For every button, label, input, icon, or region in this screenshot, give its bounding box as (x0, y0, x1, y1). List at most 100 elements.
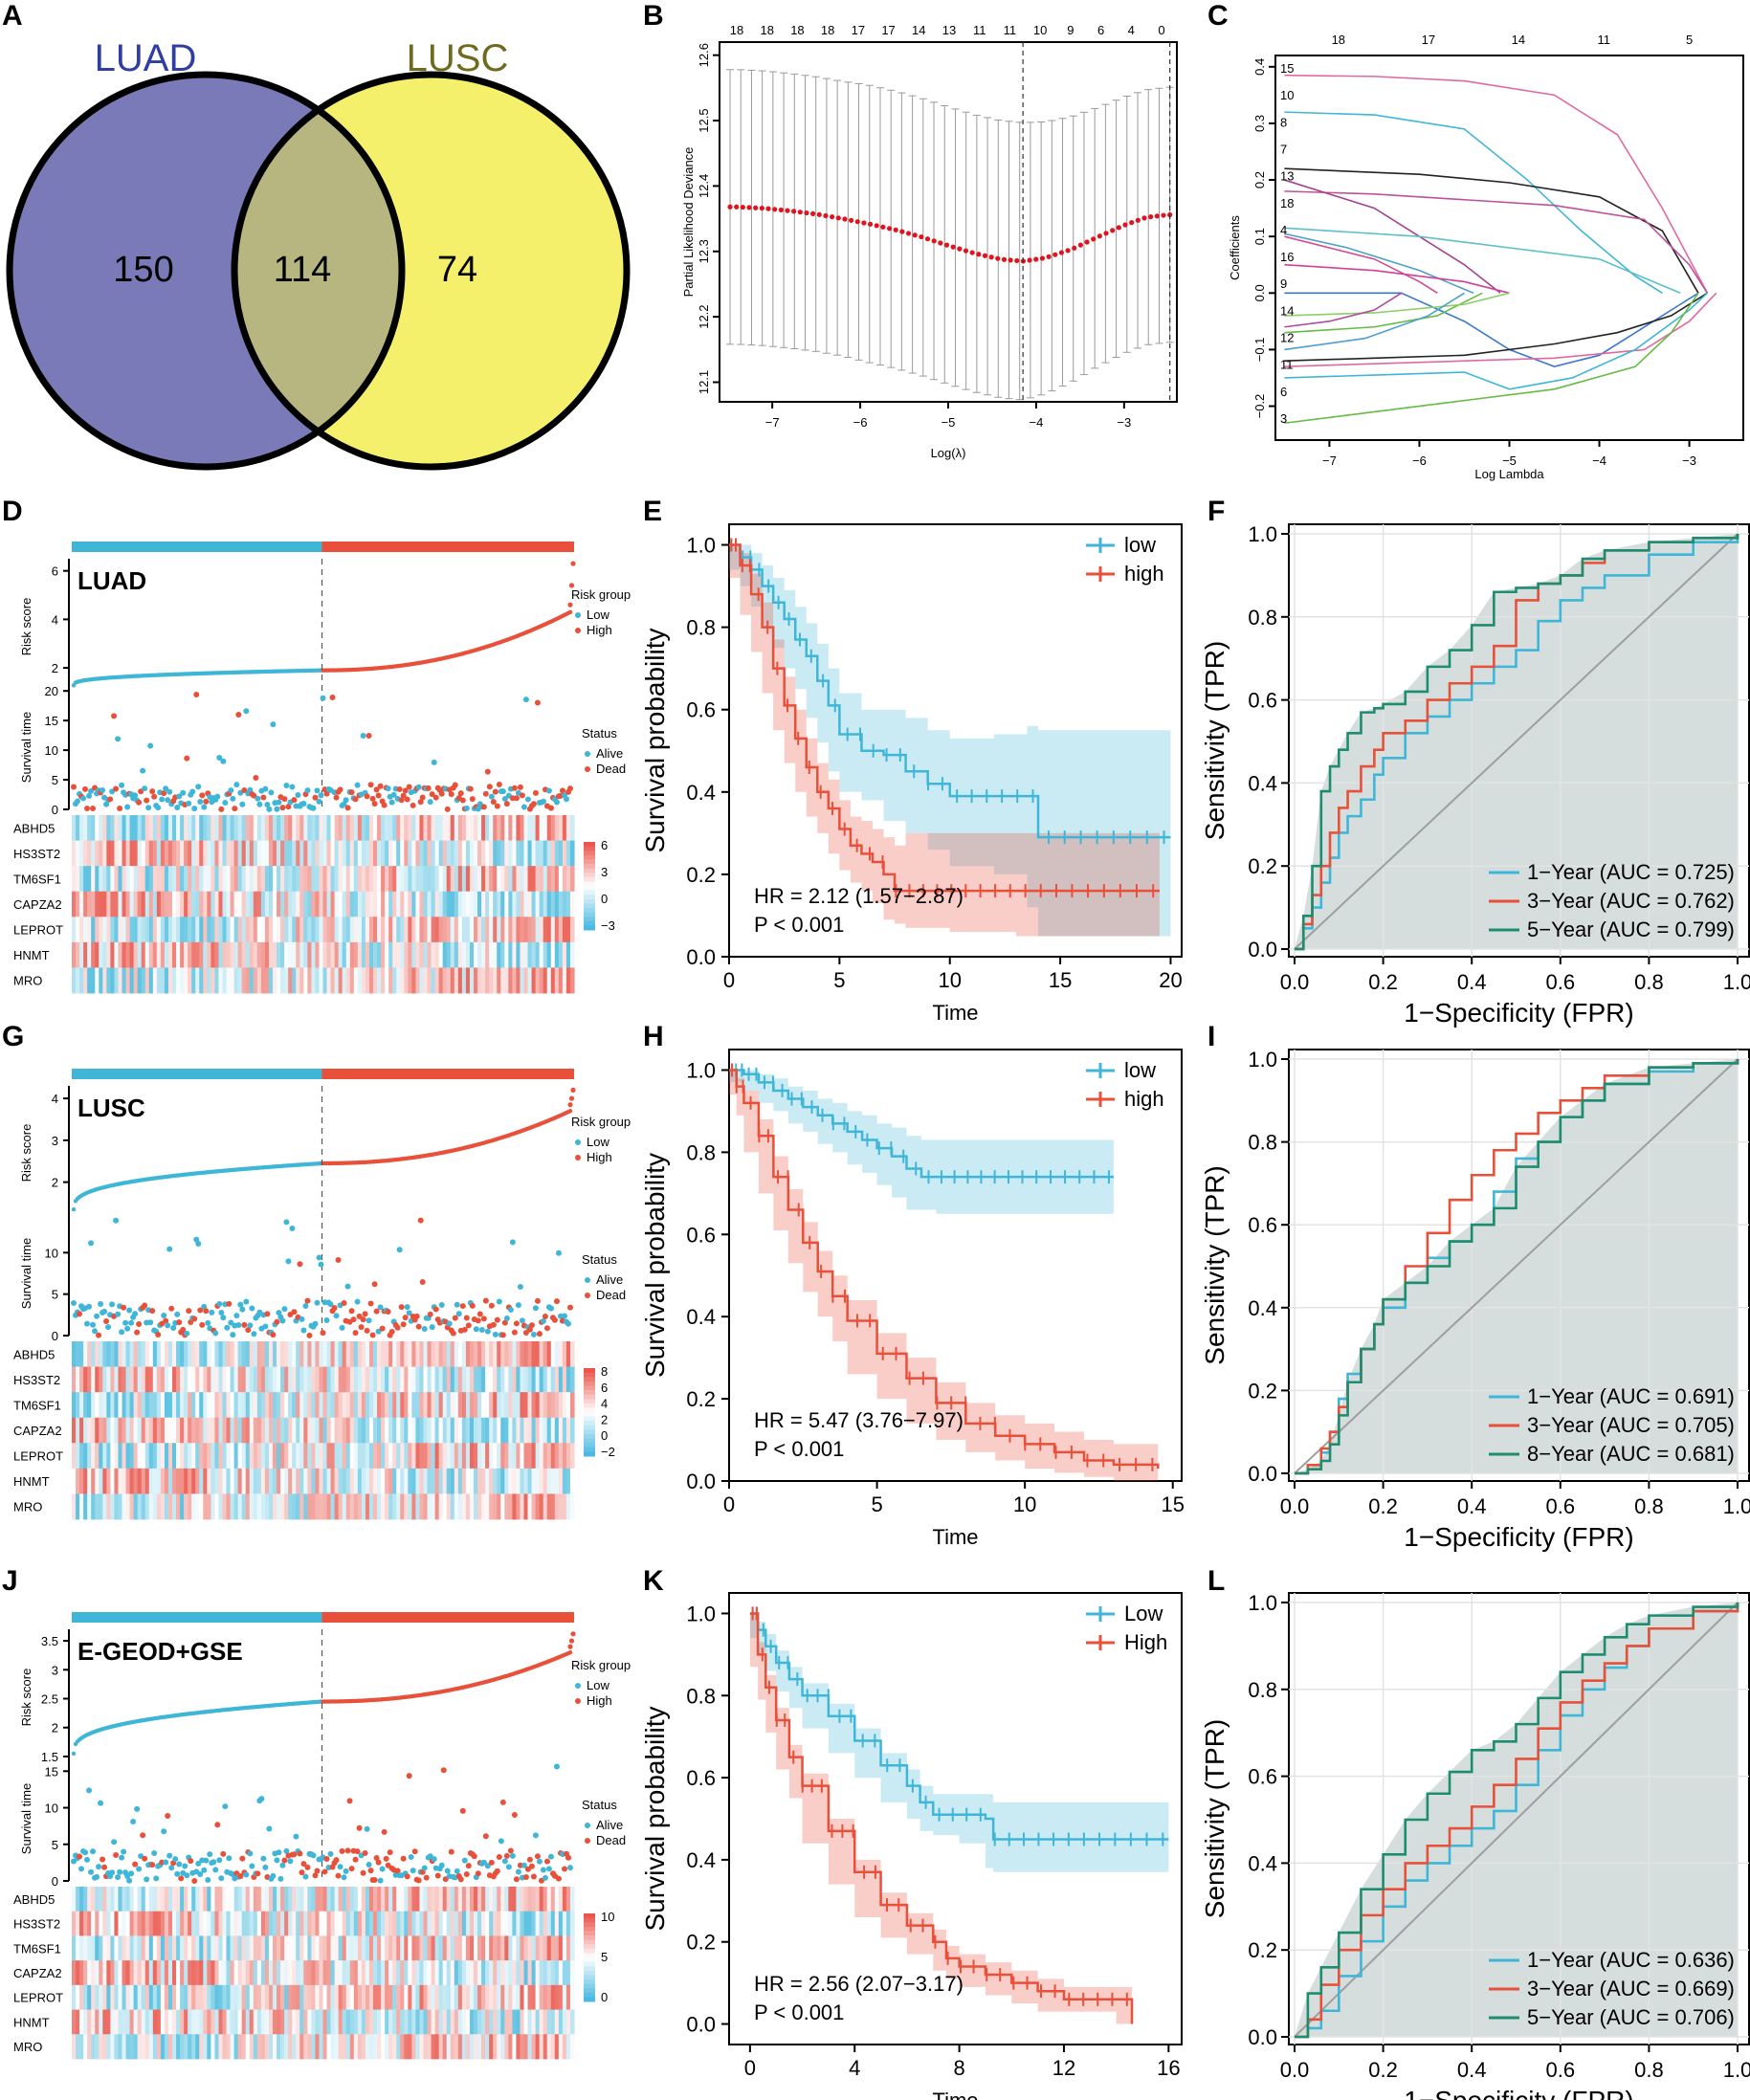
heatmap-cell (493, 917, 498, 943)
survival-time-point (100, 787, 106, 794)
heatmap-cell (184, 941, 188, 968)
heatmap-cell (79, 840, 84, 867)
heatmap-cell (338, 1417, 343, 1444)
heatmap-cell (184, 1493, 188, 1520)
path-index-label: 15 (1280, 61, 1294, 76)
survival-time-point (262, 1864, 269, 1870)
survival-time-point (210, 1859, 217, 1866)
heatmap-cell (160, 1341, 166, 1367)
heatmap-cell (152, 815, 158, 841)
heatmap-cell (562, 1984, 567, 2010)
heatmap-cell (191, 1493, 196, 1520)
heat-legend-swatch (584, 1403, 595, 1408)
heatmap-cell (489, 1392, 494, 1419)
risk-legend-high-dot (575, 628, 581, 633)
heatmap-cell (569, 1468, 575, 1494)
heatmap-cell (319, 1392, 324, 1419)
heatmap-cell (172, 967, 177, 994)
survival-time-point (320, 695, 326, 701)
heatmap-cell (106, 840, 111, 867)
survival-time-point (285, 804, 292, 810)
heatmap-cell (427, 840, 432, 867)
survival-time-point (406, 1310, 412, 1316)
heatmap-cell (523, 1911, 529, 1936)
heatmap-cell (195, 1417, 200, 1444)
heatmap-cell (129, 917, 135, 943)
heatmap-cell (392, 815, 397, 841)
heatmap-cell (388, 1960, 393, 1986)
heatmap-cell (102, 1341, 107, 1367)
heatmap-cell (184, 1392, 188, 1419)
survival-time-point (197, 1307, 204, 1314)
heatmap-cell (516, 2009, 521, 2035)
heatmap-cell (299, 815, 304, 841)
heatmap-cell (562, 1935, 567, 1961)
heatmap-cell (249, 866, 255, 893)
heatmap-cell (535, 1468, 541, 1494)
heatmap-cell (180, 1392, 185, 1419)
risk-legend-title: Risk group (571, 1115, 631, 1129)
heatmap-cell (493, 1341, 498, 1367)
heatmap-cell (241, 941, 247, 968)
heatmap-cell (419, 1911, 425, 1936)
heatmap-cell (457, 1493, 463, 1520)
heatmap-cell (442, 1468, 448, 1494)
heatmap-cell (554, 2009, 560, 2035)
heatmap-cell (129, 866, 135, 893)
heatmap-cell (241, 840, 247, 867)
heatmap-cell (87, 815, 92, 841)
heatmap-cell (504, 1911, 509, 1936)
heatmap-cell (280, 891, 285, 917)
heatmap-cell (110, 1960, 116, 1986)
heatmap-cell (500, 1887, 505, 1912)
heatmap-cell (454, 1468, 459, 1494)
heatmap-cell (558, 1443, 564, 1470)
heatmap-cell (400, 941, 405, 968)
heatmap-cell (454, 1984, 459, 2010)
heatmap-cell (520, 1887, 525, 1912)
heatmap-cell (543, 840, 548, 867)
heatmap-cell (141, 1392, 146, 1419)
heatmap-cell (474, 1468, 478, 1494)
heatmap-cell (99, 1935, 103, 1961)
heatmap-cell (345, 866, 351, 893)
heatmap-cell (125, 2034, 131, 2060)
heatmap-cell (249, 1341, 255, 1367)
heatmap-cell (125, 866, 131, 893)
heatmap-cell (137, 1935, 143, 1961)
deviance-point (778, 207, 784, 213)
heatmap-cell (415, 1417, 421, 1444)
deviance-point (880, 224, 886, 230)
heatmap-cell (91, 1417, 96, 1444)
heatmap-cell (558, 1493, 564, 1520)
heatmap-cell (148, 1887, 154, 1912)
deviance-point (957, 246, 963, 252)
heatmap-cell (256, 941, 262, 968)
heatmap-cell (415, 1935, 421, 1961)
heatmap-cell (361, 866, 366, 893)
heatmap-cell (539, 1935, 544, 1961)
heat-legend-swatch (584, 864, 595, 870)
heatmap-cell (531, 1935, 537, 1961)
survival-time-point (239, 1306, 246, 1313)
status-legend-alive: Alive (596, 1272, 623, 1287)
heatmap-cell (512, 1887, 518, 1912)
heatmap-cell (322, 1493, 328, 1520)
heatmap-cell (184, 891, 188, 917)
heatmap-cell (477, 967, 482, 994)
heatmap-cell (353, 1417, 359, 1444)
survival-time-point (274, 806, 280, 812)
heatmap-cell (311, 1468, 317, 1494)
heatmap-cell (489, 1960, 494, 1986)
heatmap-cell (543, 891, 548, 917)
heatmap-cell (315, 941, 321, 968)
heatmap-cell (319, 967, 324, 994)
heatmap-cell (465, 891, 471, 917)
heatmap-cell (500, 840, 505, 867)
heatmap-cell (106, 1366, 111, 1393)
heatmap-cell (156, 941, 162, 968)
heatmap-cell (454, 1366, 459, 1393)
heatmap-cell (423, 891, 429, 917)
survival-time-point (561, 1313, 567, 1319)
heatmap-cell (122, 1392, 127, 1419)
